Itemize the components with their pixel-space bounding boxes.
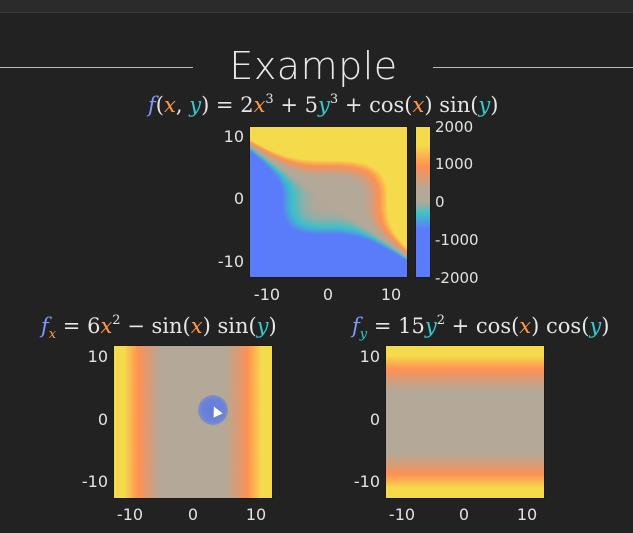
main-equation: f(x, y) = 2x3 + 5y3 + cos(x) sin(y)	[148, 92, 499, 117]
colorbar-tick-neg2000: -2000	[435, 269, 479, 287]
fy-x-tick-neg10: -10	[388, 505, 416, 524]
fx-y-tick-0: 0	[97, 410, 108, 429]
window-top-bar	[0, 0, 633, 13]
main-y-tick-0: 0	[233, 189, 244, 208]
fx-heatmap	[114, 346, 272, 498]
colorbar-tick-0: 0	[435, 193, 445, 211]
title-rule-left	[0, 67, 193, 68]
fy-equation: fy = 15y2 + cos(x) cos(y)	[352, 313, 610, 342]
fy-y-tick-10: 10	[359, 347, 380, 366]
colorbar-tick-2000: 2000	[435, 118, 474, 136]
fx-y-tick-neg10: -10	[81, 472, 108, 491]
colorbar-tick-neg1000: -1000	[435, 231, 479, 249]
fx-x-tick-neg10: -10	[116, 505, 144, 524]
main-heatmap	[250, 127, 407, 277]
fy-x-tick-0: 0	[458, 505, 470, 524]
cursor-highlight	[198, 395, 228, 425]
fx-equation: fx = 6x2 − sin(x) sin(y)	[41, 313, 277, 342]
title-rule-right	[433, 67, 633, 68]
fy-y-tick-0: 0	[369, 410, 380, 429]
main-x-tick-neg10: -10	[253, 285, 281, 304]
colorbar	[416, 127, 430, 277]
colorbar-tick-1000: 1000	[435, 155, 474, 173]
main-x-tick-0: 0	[322, 285, 334, 304]
fx-y-tick-10: 10	[87, 347, 108, 366]
fy-x-tick-10: 10	[516, 505, 538, 524]
fy-y-tick-neg10: -10	[353, 472, 380, 491]
eq-func-f: f	[148, 93, 156, 117]
main-y-tick-neg10: -10	[217, 252, 244, 271]
fx-x-tick-10: 10	[245, 505, 267, 524]
slide-title: Example	[229, 44, 398, 88]
main-x-tick-10: 10	[380, 285, 402, 304]
fy-heatmap	[386, 346, 544, 498]
fx-x-tick-0: 0	[187, 505, 199, 524]
main-y-tick-10: 10	[223, 127, 244, 146]
